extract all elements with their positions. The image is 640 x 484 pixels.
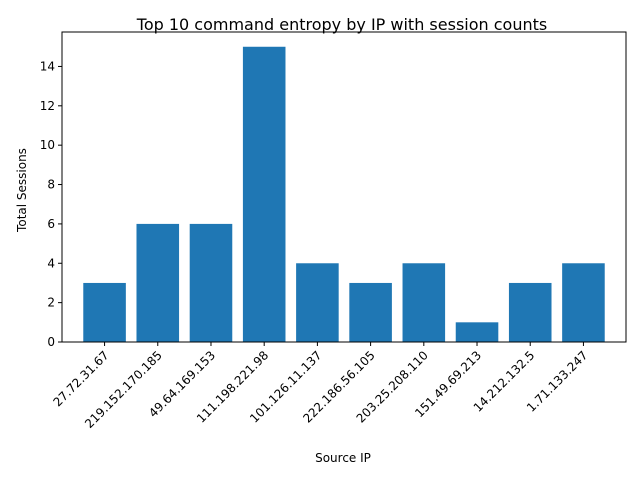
- y-axis-label: Total Sessions: [15, 148, 29, 233]
- x-ticks-group: 27.72.31.67219.152.170.18549.64.169.1531…: [51, 342, 591, 431]
- y-tick-label: 0: [47, 335, 55, 349]
- y-tick-label: 6: [47, 217, 55, 231]
- bar-49.64.169.153: [189, 223, 233, 342]
- axes-group: [61, 31, 627, 343]
- bar-14.212.132.5: [508, 282, 552, 342]
- bar-203.25.208.110: [402, 263, 446, 342]
- bar-222.186.56.105: [349, 282, 392, 342]
- x-axis-label: Source IP: [315, 451, 371, 465]
- y-tick-label: 8: [47, 178, 55, 192]
- bar-151.49.69.213: [455, 322, 499, 342]
- bar-27.72.31.67: [83, 282, 126, 342]
- bar-219.152.170.185: [136, 223, 180, 342]
- bars-group: [83, 46, 605, 342]
- plot-frame: [61, 31, 627, 343]
- y-tick-label: 10: [40, 138, 55, 152]
- bar-1.71.133.247: [562, 263, 605, 342]
- y-tick-label: 4: [47, 256, 55, 270]
- y-tick-label: 14: [40, 59, 55, 73]
- chart-title: Top 10 command entropy by IP with sessio…: [136, 15, 547, 34]
- y-ticks-group: 0 2 4 6 8 10 12 14: [40, 59, 62, 349]
- y-tick-label: 2: [47, 296, 55, 310]
- y-tick-label: 12: [40, 99, 55, 113]
- bar-111.198.221.98: [242, 46, 286, 342]
- bar-101.126.11.137: [296, 263, 339, 342]
